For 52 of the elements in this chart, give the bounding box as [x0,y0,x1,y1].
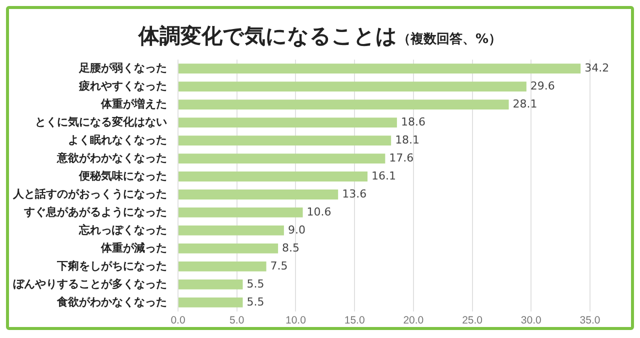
data-label: 28.1 [512,97,538,110]
y-tick-label: 忘れっぽくなった [78,223,167,236]
data-label: 10.6 [306,205,332,218]
y-tick-label: 便秘気味になった [78,170,167,183]
bar [178,172,368,182]
x-tick-label: 10.0 [285,314,306,327]
bar [178,226,284,236]
data-label: 18.1 [395,133,420,146]
data-label: 8.5 [282,241,300,254]
data-label: 9.0 [288,223,306,236]
bar [178,297,243,308]
y-tick-label: とくに気になる変化はない [35,116,167,129]
data-label: 5.5 [246,277,264,290]
bar [178,82,526,92]
bar [178,261,266,272]
data-label: 18.6 [400,115,426,128]
bar [178,190,338,200]
y-tick-label: ぼんやりすることが多くなった [13,277,167,290]
x-tick-label: 0.0 [170,314,186,327]
y-tick-label: 体重が増えた [100,98,167,111]
bar [178,208,303,218]
x-tick-label: 35.0 [580,314,600,327]
bar [178,100,509,110]
data-label: 29.6 [530,79,555,92]
bar [178,118,397,128]
y-tick-label: 食欲がわかなくなった [56,295,167,308]
x-tick-label: 30.0 [520,314,542,327]
y-tick-label: 疲れやすくなった [78,80,167,93]
chart-title: 体調変化で気になることは [138,24,398,48]
bar [178,244,278,254]
data-label: 17.6 [389,151,414,164]
x-tick-label: 15.0 [344,314,365,327]
y-tick-label: 体重が減った [100,241,167,254]
y-tick-label: 下痢をしがちになった [56,259,167,272]
bar [178,136,392,146]
x-tick-label: 5.0 [230,314,244,327]
y-tick-label: よく眠れなくなった [68,134,167,147]
chart-subtitle: （複数回答、%） [397,32,502,47]
x-tick-label: 25.0 [462,314,483,327]
y-tick-label: すぐ息があがるようになった [23,206,167,219]
y-tick-label: 人と話すのがおっくうになった [12,188,167,201]
bar [178,64,581,74]
y-tick-label: 意欲がわかなくなった [56,152,167,165]
data-label: 16.1 [372,169,396,182]
x-tick-label: 20.0 [403,314,424,327]
bar [178,279,243,290]
y-tick-label: 足腰が弱くなった [78,62,167,75]
bar [178,154,386,164]
data-label: 13.6 [342,187,367,200]
data-label: 5.5 [246,295,264,308]
data-label: 34.2 [584,61,610,74]
data-label: 7.5 [270,259,288,272]
